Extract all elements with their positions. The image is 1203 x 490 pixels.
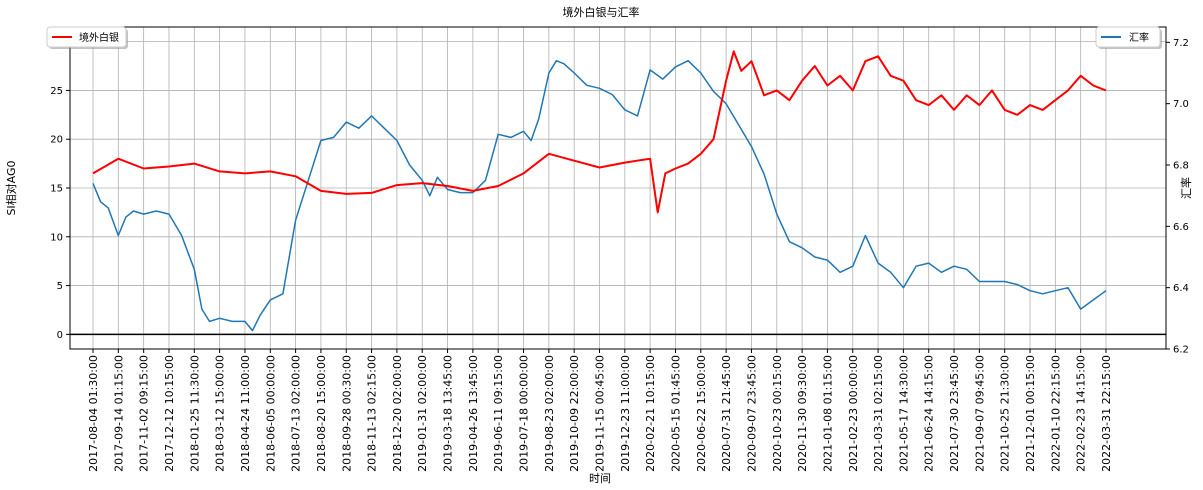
x-tick-label: 2021-05-17 14:30:00 [897,355,910,472]
x-tick-label: 2018-04-24 11:00:00 [239,355,252,472]
x-tick-label: 2021-12-01 00:15:00 [1024,355,1037,472]
chart-title: 境外白银与汇率 [563,5,640,19]
y-axis-right-label: 汇率 [1179,177,1193,199]
x-tick-label: 2020-09-07 23:45:00 [745,355,758,472]
x-tick-label: 2019-12-23 11:00:00 [619,355,632,472]
y-tick-label-left: 5 [57,281,63,292]
x-tick-label: 2019-10-09 22:00:00 [568,355,581,472]
x-tick-label: 2018-11-13 02:15:00 [366,355,379,472]
x-tick-label: 2019-06-11 09:15:00 [492,355,505,472]
x-tick-label: 2022-02-23 14:15:00 [1075,355,1088,472]
x-tick-label: 2017-09-14 01:15:00 [112,355,125,472]
y-axis-right: 6.2 6.4 6.6 6.8 7.0 7.2 [1166,38,1189,356]
x-tick-label: 2020-10-23 00:15:00 [771,355,784,472]
series-line-fx [92,59,1107,332]
y-tick-label-right: 7.2 [1173,38,1189,49]
x-axis: 2017-08-04 01:30:00 2017-09-14 01:15:00 20… [87,349,1113,472]
x-tick-label: 2019-03-18 13:45:00 [442,355,455,472]
x-tick-label: 2021-01-08 01:15:00 [821,355,834,472]
y-tick-label-left: 0 [57,330,63,341]
x-tick-label: 2022-01-10 22:15:00 [1049,355,1062,472]
y-tick-label-right: 6.6 [1173,222,1189,233]
x-tick-label: 2020-05-15 01:45:00 [669,355,682,472]
series-line-silver [92,50,1107,214]
x-tick-label: 2019-11-15 00:45:00 [594,355,607,472]
x-tick-label: 2018-09-28 00:30:00 [340,355,353,472]
x-tick-label: 2022-03-31 22:15:00 [1100,355,1113,472]
x-tick-label: 2018-08-20 15:00:00 [315,355,328,472]
x-tick-label: 2021-09-07 09:45:00 [973,355,986,472]
y-tick-label-left: 10 [50,232,63,243]
x-axis-label: 时间 [589,472,611,485]
x-tick-label: 2018-07-13 02:00:00 [290,355,303,472]
y-tick-label-left: 15 [50,184,63,195]
x-tick-label: 2021-07-30 23:45:00 [948,355,961,472]
legend-label-silver: 境外白银 [79,31,119,44]
x-tick-label: 2018-06-05 00:00:00 [264,355,277,472]
x-tick-label: 2017-08-04 01:30:00 [87,355,100,472]
y-tick-label-left: 25 [50,86,63,97]
x-tick-label: 2019-04-26 13:45:00 [467,355,480,472]
y-tick-label-right: 6.8 [1173,161,1189,172]
y-tick-label-left: 20 [50,135,63,146]
x-tick-label: 2019-01-31 02:00:00 [416,355,429,472]
y-axis-left-label: SI相对AG0 [4,160,18,215]
x-tick-label: 2017-12-12 10:15:00 [163,355,176,472]
x-tick-label: 2021-03-31 02:15:00 [872,355,885,472]
legend-right: 汇率 [1095,26,1162,49]
legend-label-fx: 汇率 [1129,31,1149,44]
x-tick-label: 2019-07-18 00:00:00 [518,355,531,472]
x-tick-label: 2021-02-23 00:00:00 [847,355,860,472]
x-tick-label: 2021-06-24 14:15:00 [923,355,936,472]
x-tick-label: 2021-10-25 21:30:00 [999,355,1012,472]
x-tick-label: 2018-03-12 15:00:00 [214,355,227,472]
y-tick-label-right: 6.4 [1173,283,1189,294]
y-tick-label-right: 7.0 [1173,99,1189,110]
x-tick-label: 2020-06-22 15:00:00 [695,355,708,472]
x-tick-label: 2018-01-25 11:30:00 [188,355,201,472]
x-tick-label: 2020-07-31 21:45:00 [720,355,733,472]
x-tick-label: 2020-11-30 09:30:00 [796,355,809,472]
y-tick-label-right: 6.2 [1173,345,1189,356]
x-tick-label: 2018-12-20 02:00:00 [391,355,404,472]
x-tick-label: 2019-08-23 02:00:00 [543,355,556,472]
x-tick-label: 2017-11-02 09:15:00 [138,355,151,472]
series-layer [92,50,1107,332]
legend-left: 境外白银 [46,26,128,49]
x-tick-label: 2020-02-21 10:15:00 [644,355,657,472]
